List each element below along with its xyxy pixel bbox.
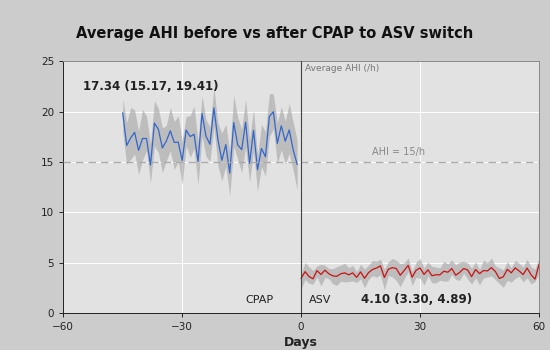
Text: 4.10 (3.30, 4.89): 4.10 (3.30, 4.89) <box>361 293 472 306</box>
Text: 17.34 (15.17, 19.41): 17.34 (15.17, 19.41) <box>83 80 218 93</box>
Text: AHI = 15/h: AHI = 15/h <box>372 147 426 157</box>
Text: ASV: ASV <box>309 295 332 305</box>
Text: Average AHI before vs after CPAP to ASV switch: Average AHI before vs after CPAP to ASV … <box>76 26 474 41</box>
Text: CPAP: CPAP <box>245 295 273 305</box>
Text: Average AHI (/h): Average AHI (/h) <box>305 64 379 73</box>
X-axis label: Days: Days <box>284 336 318 349</box>
